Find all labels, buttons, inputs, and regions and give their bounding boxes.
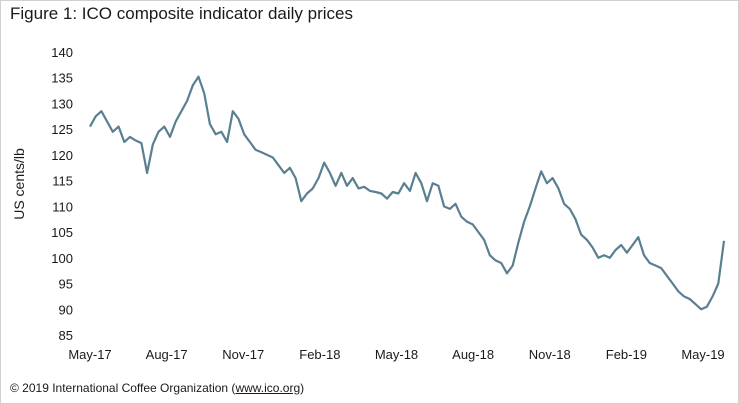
- ico-website-link[interactable]: www.ico.org: [235, 381, 301, 395]
- chart-title: Figure 1: ICO composite indicator daily …: [10, 4, 353, 23]
- y-tick-label: 95: [59, 277, 73, 292]
- y-tick-label: 115: [52, 174, 73, 189]
- x-tick-label: May-19: [681, 347, 724, 362]
- x-tick-label: May-18: [375, 347, 418, 362]
- x-tick-label: Nov-17: [222, 347, 264, 362]
- y-tick-label: 140: [51, 45, 73, 60]
- y-tick-label: 125: [51, 122, 73, 137]
- y-tick-label: 120: [51, 148, 73, 163]
- y-tick-labels: 85 90 95 100 105 110 115 120 125 130 135 140: [51, 45, 73, 343]
- copyright-footer: © 2019 International Coffee Organization…: [10, 381, 304, 395]
- credit-text: © 2019 International Coffee Organization…: [10, 381, 236, 395]
- y-tick-label: 110: [52, 199, 73, 214]
- x-tick-labels: May-17 Aug-17 Nov-17 Feb-18 May-18 Aug-18 Nov-…: [68, 347, 724, 362]
- y-tick-label: 90: [59, 302, 73, 317]
- price-series-line: [89, 75, 726, 311]
- y-tick-label: 135: [51, 71, 73, 86]
- credit-suffix: ): [300, 381, 305, 395]
- x-tick-label: May-17: [68, 347, 111, 362]
- y-tick-label: 130: [51, 96, 73, 111]
- x-tick-label: Aug-17: [146, 347, 188, 362]
- y-tick-label: 105: [51, 225, 73, 240]
- x-tick-label: Feb-19: [606, 347, 647, 362]
- x-tick-label: Nov-18: [529, 347, 571, 362]
- y-tick-label: 100: [51, 251, 73, 266]
- y-tick-label: 85: [59, 328, 73, 343]
- x-tick-label: Aug-18: [452, 347, 494, 362]
- x-tick-label: Feb-18: [299, 347, 340, 362]
